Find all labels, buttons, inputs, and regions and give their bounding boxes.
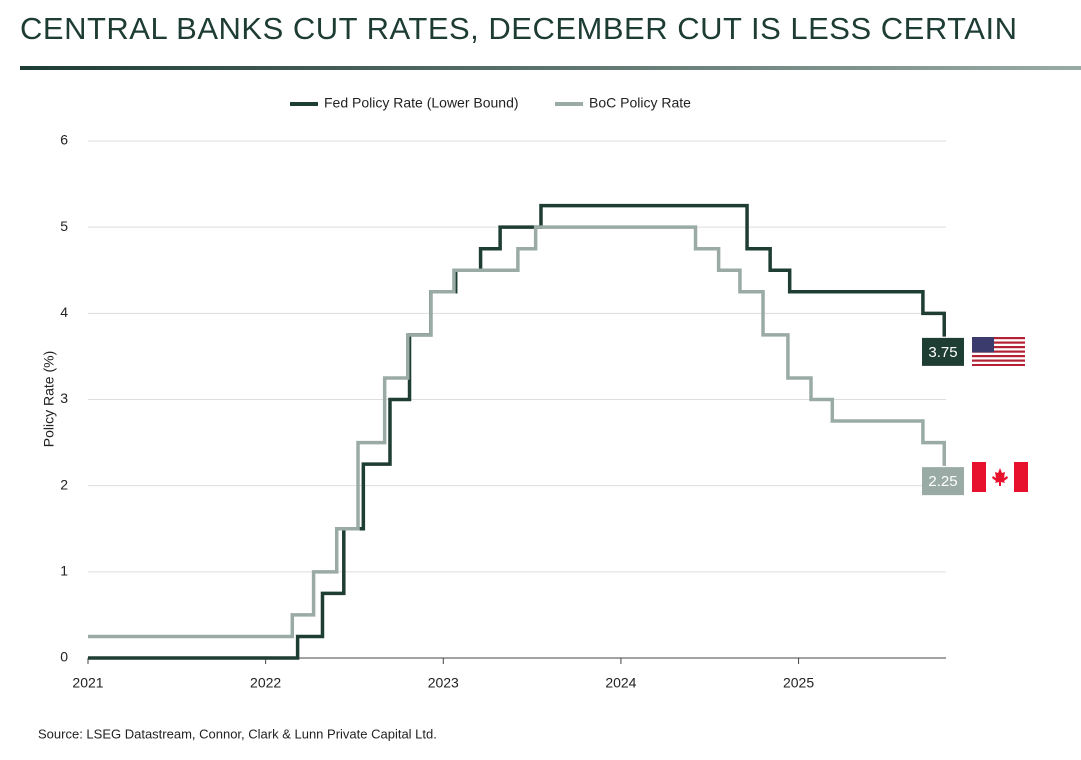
y-tick-label: 6 bbox=[60, 132, 68, 148]
y-tick-label: 0 bbox=[60, 649, 68, 665]
x-tick-label: 2023 bbox=[428, 675, 459, 691]
series-line bbox=[88, 203, 946, 660]
y-axis-label: Policy Rate (%) bbox=[41, 351, 57, 447]
legend-label: BoC Policy Rate bbox=[589, 95, 691, 111]
us-flag bbox=[972, 337, 1025, 366]
source-note: Source: LSEG Datastream, Connor, Clark &… bbox=[38, 726, 437, 741]
y-tick-label: 5 bbox=[60, 218, 68, 234]
x-tick-label: 2021 bbox=[72, 675, 103, 691]
end-label-box bbox=[922, 337, 964, 366]
title-rule bbox=[20, 66, 1081, 70]
y-tick-label: 1 bbox=[60, 563, 68, 579]
chart-title: CENTRAL BANKS CUT RATES, DECEMBER CUT IS… bbox=[20, 11, 1017, 46]
end-label: 2.25 bbox=[928, 473, 957, 490]
end-label-box bbox=[922, 467, 964, 496]
canada-flag bbox=[972, 462, 1028, 492]
x-tick-label: 2024 bbox=[605, 675, 636, 691]
y-tick-label: 4 bbox=[60, 304, 68, 320]
x-tick-label: 2022 bbox=[250, 675, 281, 691]
end-label: 3.75 bbox=[928, 344, 957, 361]
y-tick-label: 2 bbox=[60, 476, 68, 492]
series-line bbox=[88, 225, 946, 639]
legend-label: Fed Policy Rate (Lower Bound) bbox=[324, 95, 519, 111]
x-tick-label: 2025 bbox=[783, 675, 814, 691]
y-tick-label: 3 bbox=[60, 390, 68, 406]
